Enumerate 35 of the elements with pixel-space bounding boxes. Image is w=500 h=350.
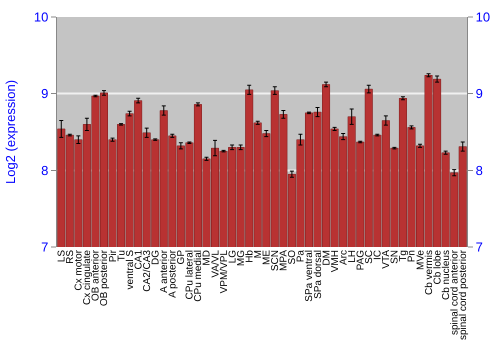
x-tick-label: DG bbox=[150, 250, 162, 265]
y-tick-label: 10 bbox=[34, 10, 48, 25]
x-tick-label: VMH bbox=[330, 250, 341, 272]
x-tick-label: Pn bbox=[406, 250, 418, 262]
x-tick-label: Tg bbox=[398, 250, 410, 262]
y2-tick-label: 7 bbox=[476, 240, 483, 255]
x-tick-label: Pir bbox=[108, 249, 119, 262]
x-tick-label: Hb bbox=[244, 250, 256, 263]
x-tick-label: Arc bbox=[338, 250, 350, 265]
x-tick-label: Cb nucleus bbox=[440, 250, 452, 300]
x-tick-label: spinal cord anterior bbox=[449, 249, 460, 336]
x-tick-label: Tu bbox=[116, 250, 128, 262]
x-tick-label: CA2/CA3 bbox=[142, 250, 153, 292]
x-tick-label: SPa dorsal bbox=[312, 250, 324, 299]
y-tick-label: 7 bbox=[41, 240, 48, 255]
x-tick-label: LH bbox=[346, 250, 358, 263]
y2-tick-label: 9 bbox=[476, 86, 483, 102]
x-tick-label: ventral S bbox=[124, 250, 136, 290]
x-tick-label: CA1 bbox=[133, 250, 144, 270]
x-tick-label: LG bbox=[227, 250, 238, 264]
x-tick-label: A posterior bbox=[168, 249, 179, 298]
y2-tick-label: 10 bbox=[476, 10, 490, 25]
x-tick-label: Cb lobe bbox=[432, 250, 444, 284]
x-tick-label: M bbox=[252, 250, 264, 258]
x-tick-label: MVe bbox=[415, 250, 426, 270]
x-tick-label: OB posterior bbox=[99, 249, 110, 306]
x-tick-label: DM bbox=[321, 250, 332, 266]
x-tick-label: VPM/VPL bbox=[218, 250, 230, 294]
y2-tick-label: 8 bbox=[476, 162, 483, 178]
x-tick-label: RS bbox=[65, 250, 76, 264]
y-tick-label: 8 bbox=[41, 162, 48, 178]
x-tick-label: PAG bbox=[355, 250, 366, 270]
y-tick-label: 9 bbox=[41, 86, 48, 102]
y-axis-title: Log2 (expression) bbox=[2, 80, 18, 184]
x-tick-label: spinal cord posterior bbox=[458, 249, 469, 340]
